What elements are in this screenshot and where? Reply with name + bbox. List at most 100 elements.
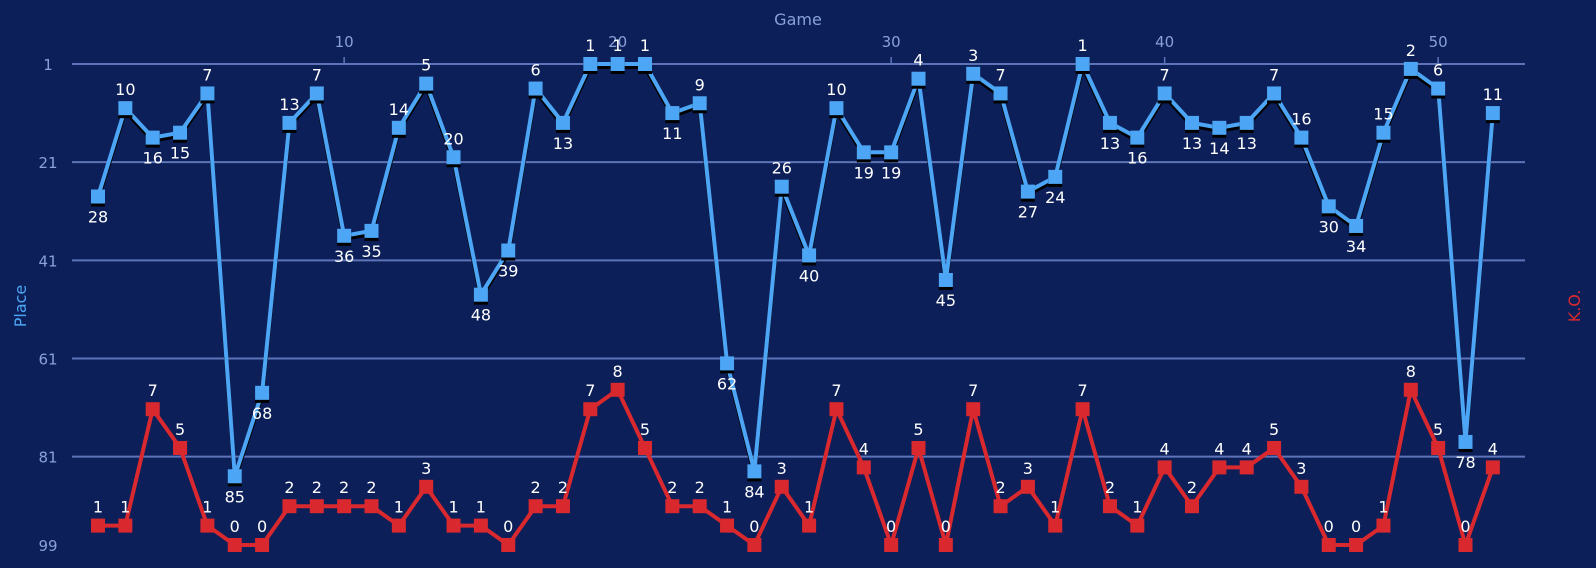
ko-data-label: 3 <box>1023 459 1033 478</box>
ko-marker <box>966 402 981 417</box>
place-data-label: 35 <box>361 242 381 261</box>
place-marker <box>1349 218 1364 233</box>
place-marker <box>993 86 1008 101</box>
ko-marker <box>692 499 707 514</box>
y-tick-label: 81 <box>38 449 57 467</box>
ko-marker <box>1020 479 1035 494</box>
ko-data-label: 0 <box>257 517 267 536</box>
place-marker <box>1431 81 1446 96</box>
ko-marker <box>802 518 817 533</box>
place-data-label: 15 <box>170 144 190 163</box>
place-data-label: 62 <box>717 374 737 393</box>
ko-data-label: 4 <box>1488 439 1498 458</box>
ko-marker <box>528 499 543 514</box>
place-data-label: 45 <box>936 291 956 310</box>
ko-data-label: 4 <box>1242 439 1252 458</box>
ko-marker <box>473 518 488 533</box>
ko-data-label: 7 <box>1078 381 1088 400</box>
ko-data-label: 3 <box>777 459 787 478</box>
ko-data-label: 1 <box>448 498 458 517</box>
place-marker <box>118 101 133 116</box>
y-tick-label: 99 <box>38 537 57 555</box>
ko-marker <box>1102 499 1117 514</box>
ko-marker <box>1321 538 1336 552</box>
place-data-label: 1 <box>640 36 650 55</box>
place-marker <box>1185 115 1199 130</box>
place-marker <box>200 86 215 101</box>
y-tick-label: 1 <box>43 56 53 74</box>
ko-data-label: 1 <box>394 498 404 517</box>
place-marker <box>1403 61 1418 76</box>
ko-data-label: 5 <box>175 420 185 439</box>
ko-data-label: 1 <box>1378 498 1388 517</box>
place-data-label: 30 <box>1319 217 1339 236</box>
place-marker <box>1048 169 1063 184</box>
ko-data-label: 5 <box>1433 420 1443 439</box>
place-marker <box>638 57 652 71</box>
place-marker <box>227 469 242 484</box>
ko-marker <box>1349 538 1364 552</box>
ko-data-label: 4 <box>1214 439 1224 458</box>
ko-data-label: 0 <box>749 517 759 536</box>
place-data-label: 7 <box>995 65 1005 84</box>
ko-marker <box>118 518 133 533</box>
y-tick-label: 61 <box>38 350 57 368</box>
ko-marker <box>1048 518 1063 533</box>
ko-marker <box>856 460 871 475</box>
place-data-label: 7 <box>1269 65 1279 84</box>
ko-marker <box>1267 441 1282 455</box>
place-marker <box>282 115 297 130</box>
place-marker <box>309 86 324 101</box>
ko-marker <box>337 499 352 514</box>
ko-data-label: 0 <box>1351 517 1361 536</box>
place-data-label: 13 <box>553 134 573 153</box>
ko-marker <box>227 538 242 552</box>
ko-marker <box>1212 460 1227 475</box>
ko-marker <box>884 538 899 552</box>
ko-data-label: 1 <box>202 498 212 517</box>
ko-data-label: 3 <box>421 459 431 478</box>
place-marker <box>555 115 570 130</box>
ko-data-label: 2 <box>995 478 1005 497</box>
ko-marker <box>282 499 297 514</box>
ko-data-label: 0 <box>230 517 240 536</box>
ko-marker <box>364 499 379 514</box>
place-marker <box>1376 125 1391 140</box>
place-marker <box>337 228 352 243</box>
place-data-label: 16 <box>143 149 163 168</box>
y-tick-label: 21 <box>38 154 57 172</box>
place-data-label: 11 <box>662 124 682 143</box>
ko-data-label: 1 <box>722 498 732 517</box>
ko-marker <box>1458 538 1473 552</box>
place-data-label: 26 <box>772 159 792 178</box>
place-data-label: 1 <box>613 36 623 55</box>
ko-data-label: 2 <box>695 478 705 497</box>
place-data-label: 5 <box>421 56 431 75</box>
place-marker <box>145 130 160 145</box>
place-data-label: 36 <box>334 247 354 266</box>
ko-data-label: 1 <box>1050 498 1060 517</box>
place-marker <box>501 243 516 258</box>
place-marker <box>856 145 871 160</box>
place-data-label: 34 <box>1346 237 1366 256</box>
ko-marker <box>1130 518 1145 533</box>
ko-data-label: 7 <box>831 381 841 400</box>
place-data-label: 19 <box>881 163 901 182</box>
place-marker <box>802 248 817 263</box>
place-data-label: 1 <box>585 36 595 55</box>
ko-marker <box>1294 479 1309 494</box>
ko-data-label: 0 <box>1460 517 1470 536</box>
place-data-label: 4 <box>913 51 923 70</box>
ko-data-label: 7 <box>148 381 158 400</box>
place-marker <box>419 76 434 91</box>
place-marker <box>473 287 488 302</box>
ko-marker <box>583 402 598 417</box>
place-marker <box>1239 115 1254 130</box>
ko-marker <box>309 499 324 514</box>
x-tick-label: 10 <box>335 33 354 51</box>
ko-data-label: 5 <box>1269 420 1279 439</box>
ko-marker <box>1239 460 1254 475</box>
ko-line <box>98 387 1495 547</box>
